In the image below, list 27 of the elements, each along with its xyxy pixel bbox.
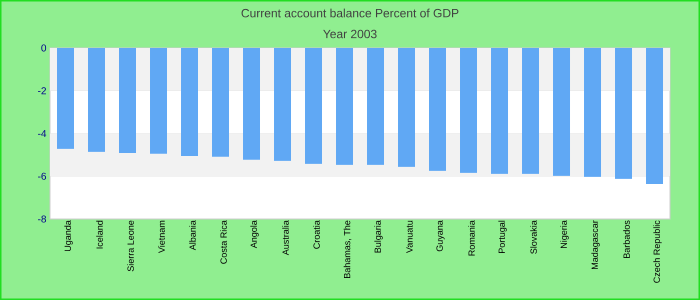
chart-subtitle: Year 2003 [323,30,377,38]
x-tick-label: Romania [468,220,475,256]
chart-title: Current account balance Percent of GDP [242,8,458,18]
x-tick-label: Madagascar [591,220,600,269]
x-tick-label: Sierra Leone [127,220,134,272]
x-tick-label: Angola [250,220,259,248]
x-tick-label: Vanuatu [406,220,413,254]
y-tick-label: 0 [41,44,46,52]
x-tick-label: Vietnam [158,220,165,254]
y-tick-label: -6 [38,172,46,180]
y-tick-label: -2 [38,87,46,94]
y-tick-label: -4 [38,130,46,137]
x-tick-label: Costa Rica [220,220,227,264]
x-tick-label: Nigeria [560,220,569,248]
x-tick-label: Iceland [96,220,103,248]
x-tick-label: Guyana [436,220,445,252]
x-tick-label: Bulgaria [374,220,383,252]
x-tick-label: Slovakia [530,220,537,254]
x-tick-label: Australia [282,220,289,256]
y-tick-label: -8 [38,215,46,223]
x-tick-label: Barbados [623,220,630,258]
x-tick-label: Uganda [64,220,73,252]
x-tick-label: Albania [189,220,196,250]
x-tick-label: Czech Republic [653,220,662,283]
x-tick-label: Bahamas, The [344,220,352,278]
x-tick-label: Croatia [313,220,320,249]
x-tick-label: Portugal [498,220,507,253]
